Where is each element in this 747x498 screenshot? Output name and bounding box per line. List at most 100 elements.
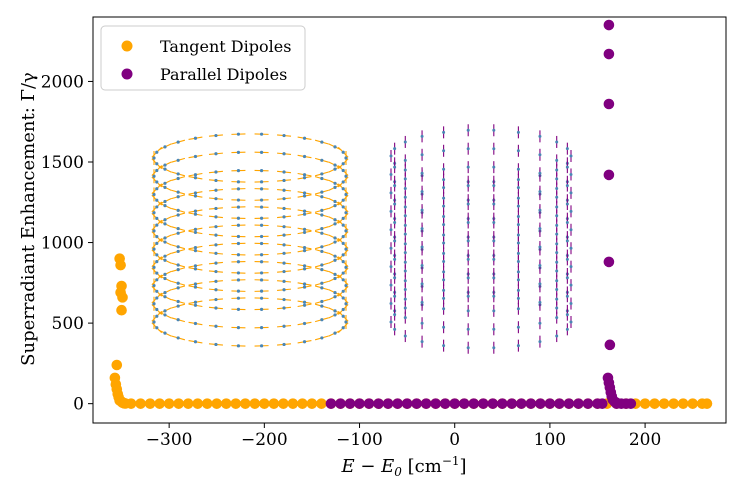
tangent-dipole-dot [214, 306, 218, 310]
parallel-dipole-dot [492, 184, 496, 188]
tangent-dipole-dot [333, 203, 337, 208]
tangent-dipole-dot [214, 243, 218, 247]
tangent-dipole-dot [176, 249, 180, 254]
tangent-dipole-dot [236, 296, 241, 300]
tangent-dipole-dot [282, 188, 286, 192]
parallel-dipole-dot [569, 172, 573, 176]
parallel-dipole-dot [555, 269, 559, 273]
tangent-dipole-dot [163, 309, 167, 313]
tangent-dipole-dot [320, 176, 324, 181]
tangent-dipole-dot [344, 192, 348, 197]
tangent-dipole-dot [341, 271, 345, 275]
tangent-dipole-dot [341, 150, 345, 154]
parallel-dipole-dot [492, 128, 496, 132]
y-tick-label: 2000 [41, 72, 84, 92]
parallel-dipole-dot [492, 147, 496, 151]
tangent-dipole-dot [176, 176, 180, 181]
tangent-dipole-dot [236, 234, 241, 239]
tangent-dipole-dot [214, 288, 218, 292]
tangent-dipole-dot [176, 281, 180, 285]
data-point [554, 398, 565, 409]
parallel-dipole-dot [555, 279, 559, 283]
parallel-dipole-dot [492, 327, 496, 331]
tangent-dipole-dot [236, 150, 241, 154]
parallel-dipole-dot [420, 227, 424, 231]
tangent-dipole-dot [176, 213, 180, 217]
data-point [439, 398, 451, 409]
tangent-dipole-dot [282, 152, 286, 156]
tangent-dipole-dot [193, 300, 198, 304]
tangent-dipole-dot [193, 230, 198, 235]
tangent-dipole-dot [155, 253, 159, 257]
parallel-dipole-dot [393, 165, 397, 169]
parallel-dipole-dot [516, 233, 520, 237]
tangent-dipole-dot [236, 307, 241, 311]
tangent-dipole-dot [163, 331, 167, 335]
x-axis-label: E − E0 [cm−1] [340, 454, 466, 479]
parallel-dipole-dot [538, 282, 542, 286]
parallel-dipole-dot [565, 165, 569, 169]
parallel-dipole-dot [442, 186, 446, 190]
tangent-dipole-dot [152, 283, 156, 288]
data-point [430, 398, 441, 409]
insets-layer [151, 124, 573, 354]
tangent-dipole-dot [193, 154, 198, 159]
parallel-dipole-dot [538, 153, 542, 157]
parallel-dipole-dot [466, 165, 470, 169]
tangent-dipole-dot [176, 318, 180, 322]
tangent-dipole-dot [176, 336, 180, 340]
parallel-dipole-dot [393, 239, 397, 243]
parallel-dipole-dot [492, 294, 496, 298]
tangent-dipole-dot [333, 254, 337, 258]
parallel-dipole-dot [393, 220, 397, 224]
data-point [573, 398, 584, 409]
tangent-dipole-dot [333, 240, 337, 244]
tangent-dipole-dot [214, 178, 218, 183]
parallel-dipole-dot [516, 196, 520, 200]
parallel-dipole-dot [565, 184, 569, 188]
x-tick-label: 0 [449, 430, 460, 450]
tangent-dipole-dot [155, 198, 159, 202]
parallel-dipole-dot [442, 259, 446, 263]
x-tick-label: −300 [146, 430, 193, 450]
parallel-dipole-dot [466, 128, 470, 132]
parallel-dipole-dot [466, 346, 470, 350]
parallel-dipole-dot [569, 302, 573, 306]
data-point [344, 398, 356, 409]
y-tick-label: 500 [52, 314, 84, 334]
data-point [477, 398, 489, 409]
legend-marker-parallel [121, 68, 133, 80]
data-point [278, 398, 289, 409]
tangent-dipole-dot [333, 145, 337, 149]
parallel-dipole-dot [389, 172, 393, 176]
tangent-dipole-dot [193, 321, 198, 326]
parallel-dipole-dot [516, 204, 520, 208]
tangent-dipole-dot [320, 208, 324, 212]
tangent-dipole-dot [320, 245, 324, 249]
series-layer [109, 19, 713, 409]
tangent-dipole-dot [152, 211, 156, 215]
tangent-dipole-dot [236, 180, 241, 184]
data-point [135, 398, 146, 409]
parallel-dipole-dot [466, 202, 470, 206]
tangent-dipole-dot [236, 223, 241, 227]
tangent-dipole-dot [302, 154, 307, 159]
data-point [516, 398, 527, 409]
tangent-dipole-dot [259, 198, 264, 202]
tangent-dipole-dot [344, 265, 348, 269]
data-point [420, 398, 432, 409]
parallel-dipole-dot [555, 334, 559, 338]
tangent-dipole-dot [259, 289, 264, 293]
parallel-dipole-dot [555, 214, 559, 218]
tangent-dipole-dot [259, 271, 264, 275]
tangent-dipole-dot [214, 197, 218, 201]
data-point [240, 398, 251, 409]
tangent-dipole-dot [333, 331, 337, 335]
tangent-dipole-dot [152, 320, 156, 324]
data-point [192, 398, 204, 409]
tangent-dipole-dot [333, 309, 337, 313]
parallel-dipole-dot [555, 242, 559, 246]
tangent-dipole-dot [282, 306, 286, 310]
tangent-dipole-dot [193, 212, 198, 216]
tangent-dipole-dot [333, 258, 337, 262]
